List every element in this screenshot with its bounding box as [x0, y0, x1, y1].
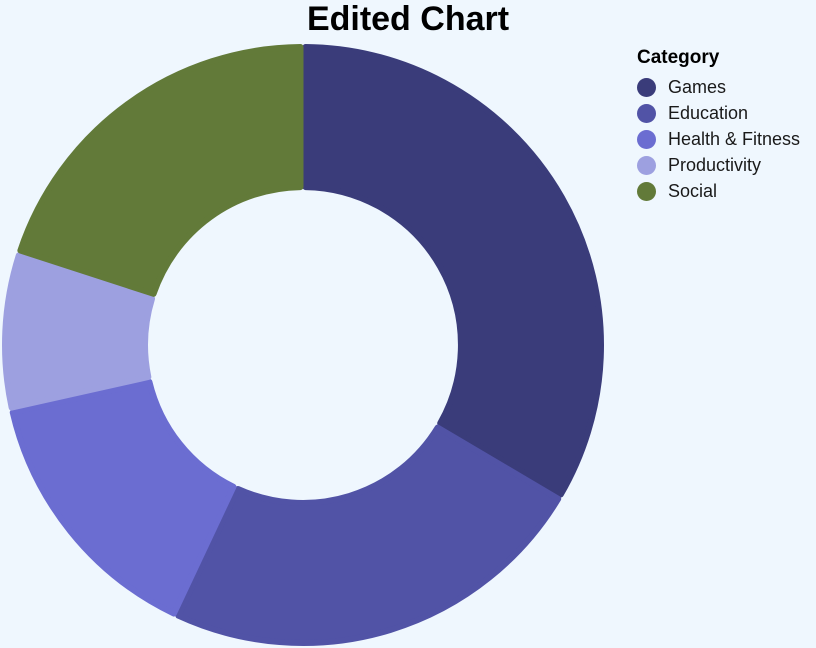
legend-items: Games Education Health & Fitness Productivi…	[637, 74, 800, 204]
legend-swatch	[637, 181, 656, 201]
legend-label: Social	[668, 180, 718, 201]
slice-education[interactable]	[175, 424, 562, 646]
legend-item-games[interactable]: Games	[637, 74, 800, 100]
slice-social[interactable]	[17, 44, 304, 297]
slice-health-fitness[interactable]	[9, 378, 237, 617]
legend-swatch	[637, 129, 656, 149]
legend-swatch	[637, 103, 656, 123]
slice-productivity[interactable]	[2, 252, 156, 411]
chart-title: Edited Chart	[306, 0, 510, 38]
donut-slices	[2, 44, 604, 646]
legend-label: Productivity	[668, 154, 762, 175]
legend-label: Health & Fitness	[668, 128, 801, 149]
legend-title: Category	[637, 47, 720, 68]
legend-item-education[interactable]: Education	[637, 100, 800, 126]
legend-item-health-fitness[interactable]: Health & Fitness	[637, 126, 800, 152]
legend-swatch	[637, 77, 656, 97]
legend: Category Games Education Health & Fitness P…	[637, 46, 800, 204]
legend-item-productivity[interactable]: Productivity	[637, 152, 800, 178]
legend-label: Education	[668, 102, 749, 123]
legend-item-social[interactable]: Social	[637, 178, 800, 204]
legend-label: Games	[668, 76, 727, 97]
slice-games[interactable]	[302, 44, 604, 498]
legend-swatch	[637, 155, 656, 175]
